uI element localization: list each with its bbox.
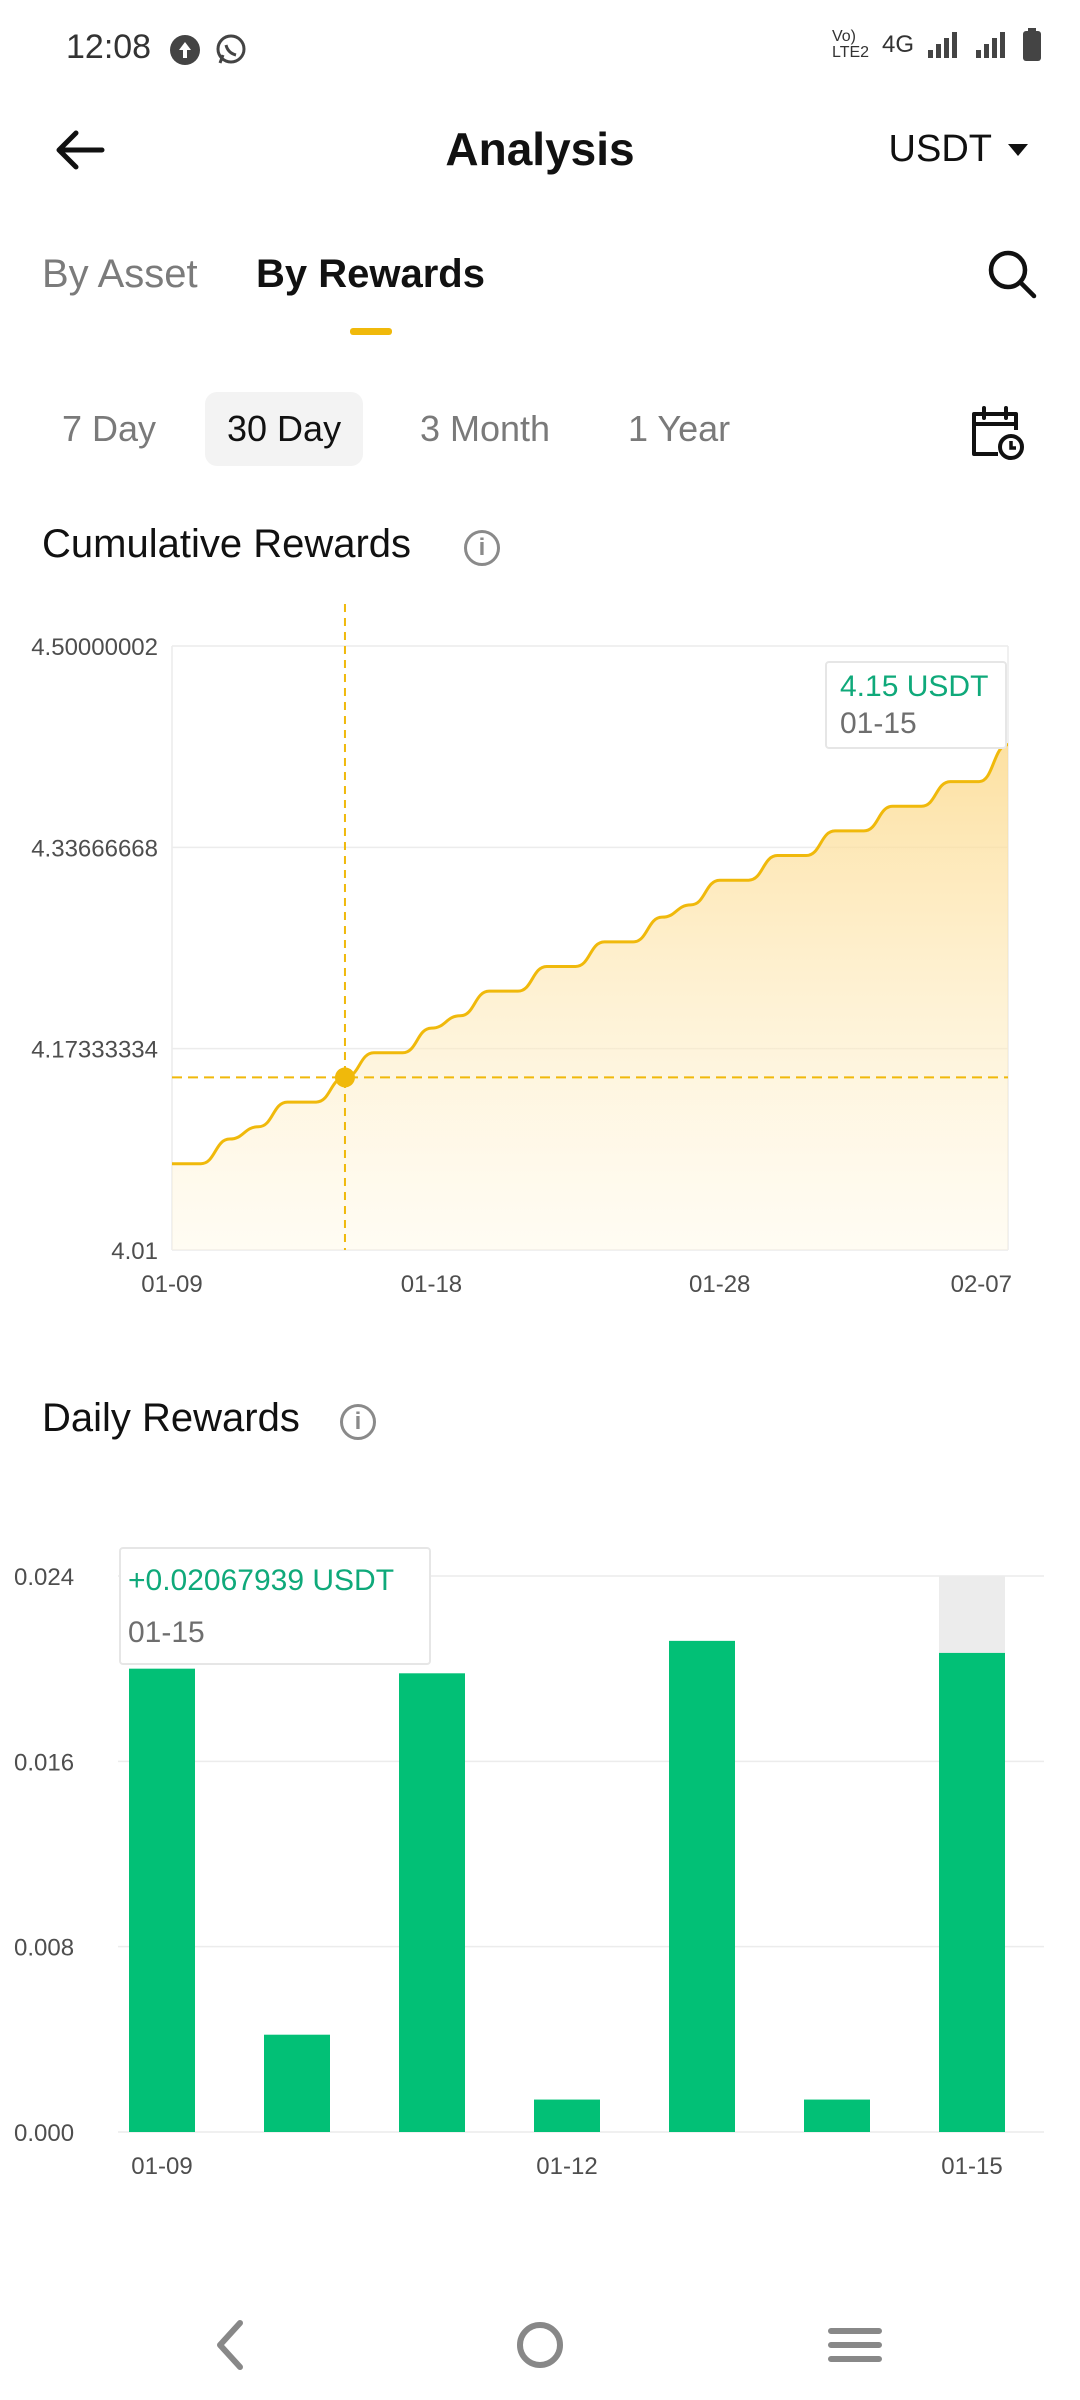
tooltip-date: 01-15 bbox=[840, 707, 917, 740]
bar bbox=[534, 2099, 600, 2132]
cumulative-area bbox=[172, 744, 1008, 1250]
info-icon[interactable]: i bbox=[464, 530, 500, 566]
period-3-month[interactable]: 3 Month bbox=[420, 408, 551, 449]
bar bbox=[399, 1673, 465, 2132]
x-tick-label: 01-09 bbox=[141, 1271, 202, 1298]
x-tick-label: 01-12 bbox=[536, 2153, 597, 2180]
bar bbox=[129, 1668, 195, 2132]
tab-by-asset[interactable]: By Asset bbox=[42, 252, 198, 296]
y-tick-label: 0.008 bbox=[14, 1935, 74, 1962]
currency-label: USDT bbox=[888, 128, 992, 170]
search-button[interactable] bbox=[984, 246, 1040, 302]
search-icon bbox=[988, 250, 1037, 299]
daily-tooltip: +0.02067939 USDT 01-15 bbox=[119, 1547, 431, 1665]
upload-icon bbox=[168, 33, 202, 67]
y-tick-label: 0.016 bbox=[14, 1749, 74, 1776]
period-1-year[interactable]: 1 Year bbox=[628, 408, 731, 449]
nav-menu-button[interactable] bbox=[815, 2305, 895, 2385]
bar bbox=[939, 1652, 1005, 2132]
daily-rewards-title: Daily Rewards bbox=[42, 1396, 300, 1440]
y-tick-label: 4.17333334 bbox=[31, 1037, 158, 1064]
currency-selector[interactable]: USDT bbox=[889, 128, 1028, 171]
network-type: 4G bbox=[881, 31, 914, 58]
menu-icon bbox=[828, 2328, 882, 2362]
x-tick-label: 01-18 bbox=[401, 1271, 462, 1298]
cumulative-rewards-title: Cumulative Rewards bbox=[42, 522, 412, 566]
chevron-left-icon bbox=[217, 2320, 243, 2370]
arrow-left-icon bbox=[56, 130, 105, 170]
y-tick-label: 4.50000002 bbox=[31, 634, 158, 661]
x-tick-label: 01-15 bbox=[941, 2153, 1002, 2180]
daily-chart[interactable]: 0.024 0.016 0.008 0.000 01-09 01-12 01-15 +0.… bbox=[0, 1520, 1080, 2200]
tooltip-value: 4.15 USDT bbox=[840, 670, 988, 703]
tab-by-rewards[interactable]: By Rewards bbox=[256, 252, 485, 296]
period-7-day[interactable]: 7 Day bbox=[62, 408, 157, 449]
period-30-day[interactable]: 30 Day bbox=[205, 392, 364, 466]
caret-down-icon bbox=[1008, 143, 1028, 156]
calendar-icon bbox=[972, 406, 1024, 460]
y-tick-label: 0.024 bbox=[14, 1564, 74, 1591]
x-tick-label: 01-28 bbox=[689, 1271, 750, 1298]
whatsapp-icon bbox=[214, 33, 248, 67]
info-icon[interactable]: i bbox=[340, 1404, 376, 1440]
bar bbox=[669, 1640, 735, 2132]
x-tick-label: 01-09 bbox=[131, 2153, 192, 2180]
status-time: 12:08 bbox=[66, 28, 152, 66]
nav-back-button[interactable] bbox=[190, 2305, 270, 2385]
bar bbox=[264, 2034, 330, 2132]
signal-icon bbox=[976, 32, 1005, 58]
tooltip-value: +0.02067939 USDT bbox=[128, 1564, 394, 1597]
x-tick-label: 02-07 bbox=[951, 1271, 1012, 1298]
highlight-point bbox=[334, 1067, 355, 1088]
signal-icon bbox=[928, 32, 957, 58]
calendar-button[interactable] bbox=[966, 402, 1026, 462]
cumulative-tooltip: 4.15 USDT 01-15 bbox=[825, 661, 1007, 749]
tooltip-date: 01-15 bbox=[128, 1616, 205, 1649]
circle-home-icon bbox=[517, 2322, 563, 2368]
cumulative-chart[interactable]: 4.50000002 4.33666668 4.17333334 4.01 01-09… bbox=[0, 590, 1080, 1310]
volte-indicator: Vo) LTE2 bbox=[831, 28, 870, 61]
y-tick-label: 0.000 bbox=[14, 2120, 74, 2147]
y-tick-label: 4.01 bbox=[111, 1238, 158, 1265]
nav-home-button[interactable] bbox=[500, 2305, 580, 2385]
back-button[interactable] bbox=[50, 120, 110, 180]
bar bbox=[804, 2099, 870, 2132]
battery-icon bbox=[1023, 28, 1041, 61]
tab-active-indicator bbox=[350, 328, 392, 335]
y-tick-label: 4.33666668 bbox=[31, 835, 158, 862]
cumulative-line bbox=[172, 743, 1009, 1166]
